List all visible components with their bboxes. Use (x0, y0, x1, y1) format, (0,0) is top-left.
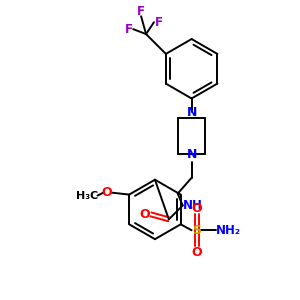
Text: F: F (137, 5, 145, 18)
Text: NH₂: NH₂ (216, 224, 241, 237)
Text: F: F (125, 22, 133, 36)
Text: O: O (191, 202, 202, 215)
Text: O: O (101, 186, 112, 199)
Text: S: S (192, 224, 201, 237)
Text: H₃C: H₃C (76, 190, 99, 201)
Text: N: N (186, 106, 197, 119)
Text: F: F (155, 16, 163, 29)
Text: O: O (140, 208, 150, 221)
Text: NH: NH (183, 199, 202, 212)
Text: O: O (191, 245, 202, 259)
Text: N: N (186, 148, 197, 161)
